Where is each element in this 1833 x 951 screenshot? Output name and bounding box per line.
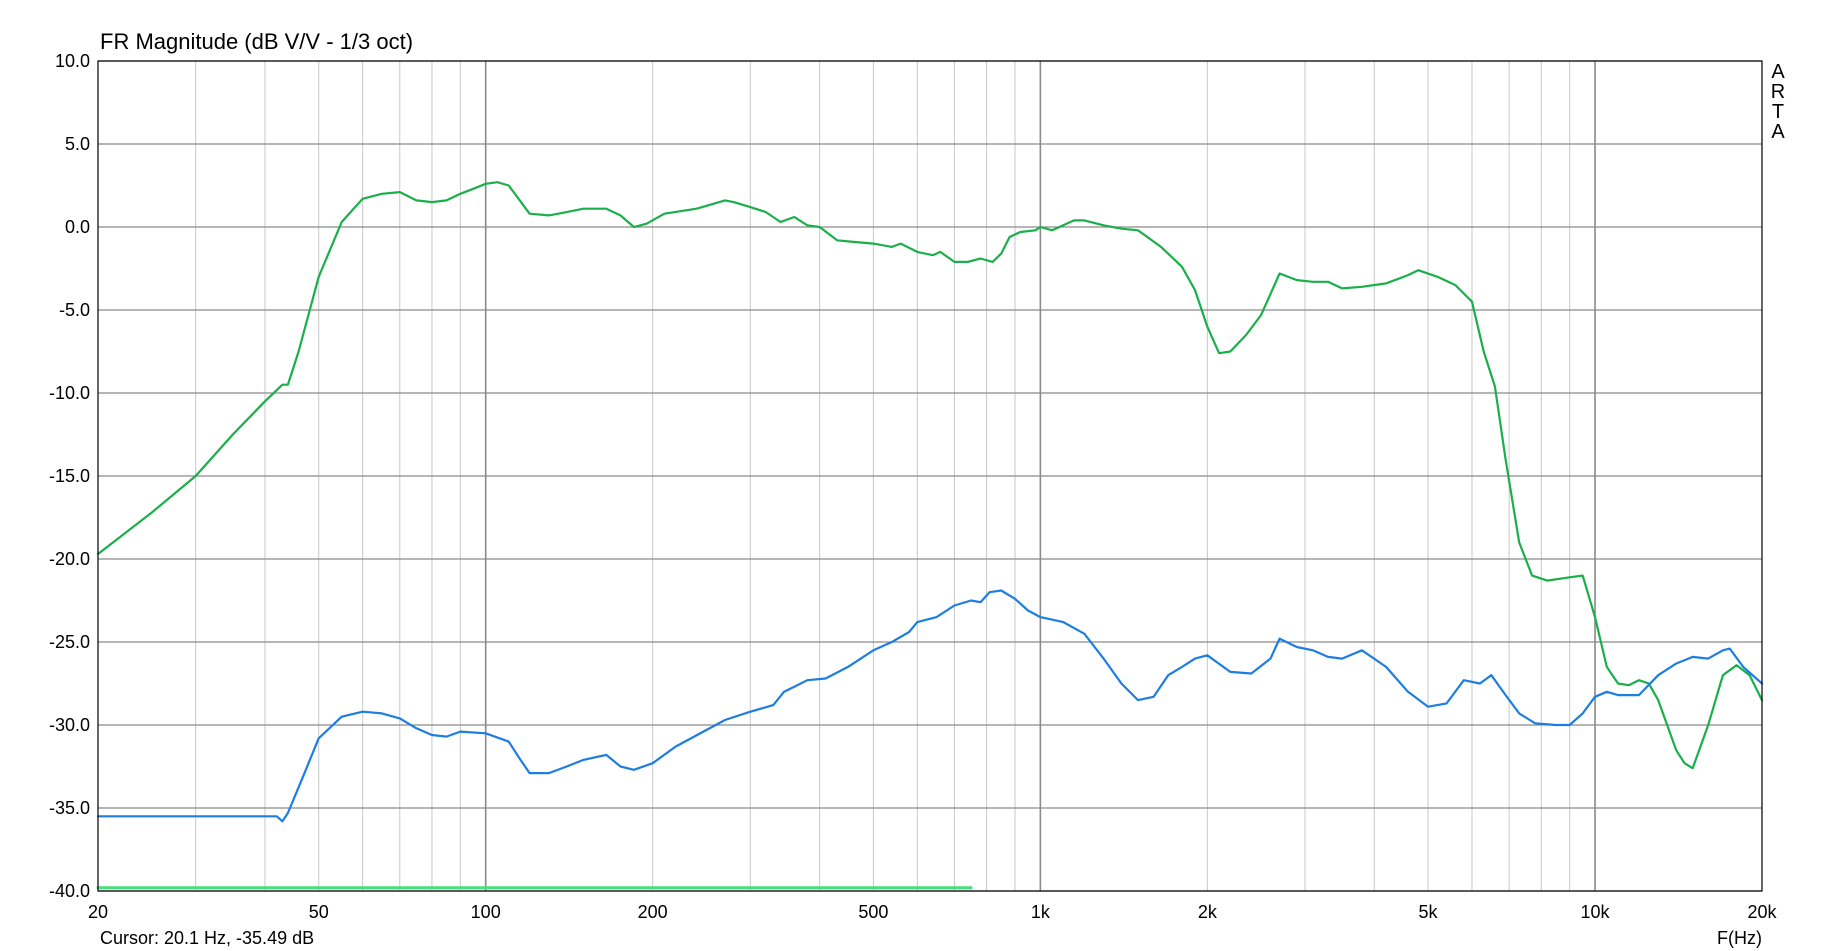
y-tick-label: 0.0 bbox=[65, 217, 90, 237]
y-tick-label: -35.0 bbox=[49, 798, 90, 818]
y-tick-label: -30.0 bbox=[49, 715, 90, 735]
y-tick-label: -15.0 bbox=[49, 466, 90, 486]
x-tick-label: 100 bbox=[471, 902, 501, 922]
x-tick-label: 2k bbox=[1198, 902, 1218, 922]
plot-series bbox=[96, 181, 1764, 890]
cursor-readout: Cursor: 20.1 Hz, -35.49 dB bbox=[100, 928, 314, 948]
y-tick-label: 5.0 bbox=[65, 134, 90, 154]
brand-letter: T bbox=[1772, 101, 1784, 123]
series-line-1 bbox=[96, 181, 1764, 770]
y-tick-label: -25.0 bbox=[49, 632, 90, 652]
x-tick-label: 20k bbox=[1747, 902, 1777, 922]
plot-grid bbox=[97, 60, 1763, 892]
series-line-2 bbox=[96, 589, 1764, 823]
x-tick-label: 10k bbox=[1581, 902, 1611, 922]
x-tick-label: 1k bbox=[1031, 902, 1051, 922]
x-axis-tick-labels: 20 50 100 200 500 1k 2k 5k 10k 20k bbox=[88, 902, 1778, 922]
brand-letter: A bbox=[1771, 121, 1785, 143]
x-tick-label: 50 bbox=[309, 902, 329, 922]
y-tick-label: -20.0 bbox=[49, 549, 90, 569]
brand-letter: R bbox=[1771, 81, 1785, 103]
x-tick-label: 200 bbox=[638, 902, 668, 922]
plot-frame bbox=[97, 60, 1763, 892]
y-axis-tick-labels: 10.0 5.0 0.0 -5.0 -10.0 -15.0 -20.0 -25.0 -30.0 -… bbox=[49, 51, 90, 901]
x-tick-label: 500 bbox=[858, 902, 888, 922]
chart-title: FR Magnitude (dB V/V - 1/3 oct) bbox=[100, 29, 413, 54]
x-tick-label: 5k bbox=[1419, 902, 1439, 922]
y-tick-label: -40.0 bbox=[49, 881, 90, 901]
y-tick-label: -5.0 bbox=[59, 300, 90, 320]
y-tick-label: -10.0 bbox=[49, 383, 90, 403]
y-tick-label: 10.0 bbox=[55, 51, 90, 71]
x-tick-label: 20 bbox=[88, 902, 108, 922]
x-axis-label: F(Hz) bbox=[1717, 928, 1762, 948]
brand-letter: A bbox=[1771, 61, 1785, 83]
